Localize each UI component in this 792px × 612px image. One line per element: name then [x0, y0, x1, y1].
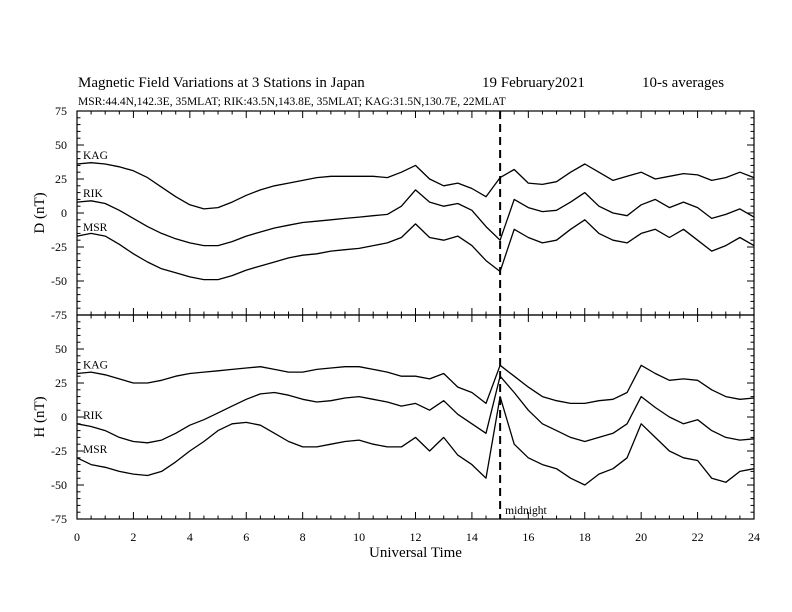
- averaging-label: 10-s averages: [642, 75, 724, 91]
- d-label-kag: KAG: [83, 150, 108, 162]
- d-ytick-label: 75: [55, 104, 67, 118]
- h-axis-label: H (nT): [32, 396, 48, 437]
- xtick-label: 22: [692, 530, 704, 544]
- xtick-label: 8: [300, 530, 306, 544]
- xtick-label: 20: [635, 530, 647, 544]
- xtick-label: 0: [74, 530, 80, 544]
- xtick-label: 10: [353, 530, 365, 544]
- h-label-kag: KAG: [83, 359, 108, 371]
- xtick-label: 4: [187, 530, 193, 544]
- d-ytick-label: -75: [51, 308, 67, 322]
- h-panel-frame: [76, 314, 755, 520]
- h-series-rik: [76, 375, 755, 444]
- d-ytick-label: -25: [51, 240, 67, 254]
- x-axis-label: Universal Time: [369, 545, 462, 561]
- xtick-label: 14: [466, 530, 478, 544]
- d-ytick-label: 0: [61, 206, 67, 220]
- xtick-label: 6: [243, 530, 249, 544]
- d-axis-label: D (nT): [32, 192, 48, 233]
- overlay: midnight: [499, 111, 547, 519]
- d-label-msr: MSR: [83, 222, 108, 234]
- xtick-label: 2: [130, 530, 136, 544]
- h-ytick-label: 25: [55, 376, 67, 390]
- h-ytick-label: -50: [51, 478, 67, 492]
- h-series-kag: [76, 364, 755, 405]
- d-ytick-label: 25: [55, 172, 67, 186]
- date-label: 19 February2021: [482, 75, 585, 91]
- h-label-msr: MSR: [83, 444, 108, 456]
- xtick-label: 24: [748, 530, 760, 544]
- h-series-msr: [76, 395, 755, 486]
- d-ytick-label: 50: [55, 138, 67, 152]
- midnight-label: midnight: [505, 505, 547, 517]
- h-ytick-label: -25: [51, 444, 67, 458]
- chart-title: Magnetic Field Variations at 3 Stations …: [78, 75, 365, 91]
- d-label-rik: RIK: [83, 188, 104, 200]
- d-series-kag: [76, 162, 755, 210]
- xtick-label: 16: [522, 530, 534, 544]
- header: Magnetic Field Variations at 3 Stations …: [78, 75, 724, 108]
- stations-info: MSR:44.4N,142.3E, 35MLAT; RIK:43.5N,143.…: [78, 96, 506, 108]
- d-series-rik: [76, 189, 755, 247]
- d-panel-frame: [76, 110, 755, 316]
- h-ytick-label: 0: [61, 410, 67, 424]
- d-series-msr: [76, 219, 755, 281]
- h-ytick-label: 50: [55, 342, 67, 356]
- d-ytick-label: -50: [51, 274, 67, 288]
- h-ytick-label: -75: [51, 512, 67, 526]
- xtick-label: 12: [410, 530, 422, 544]
- xtick-label: 18: [579, 530, 591, 544]
- d-panel: 75 50 25 0 -25 -50 -75 D (nT) KAG RIK MSR: [32, 104, 755, 322]
- h-label-rik: RIK: [83, 410, 104, 422]
